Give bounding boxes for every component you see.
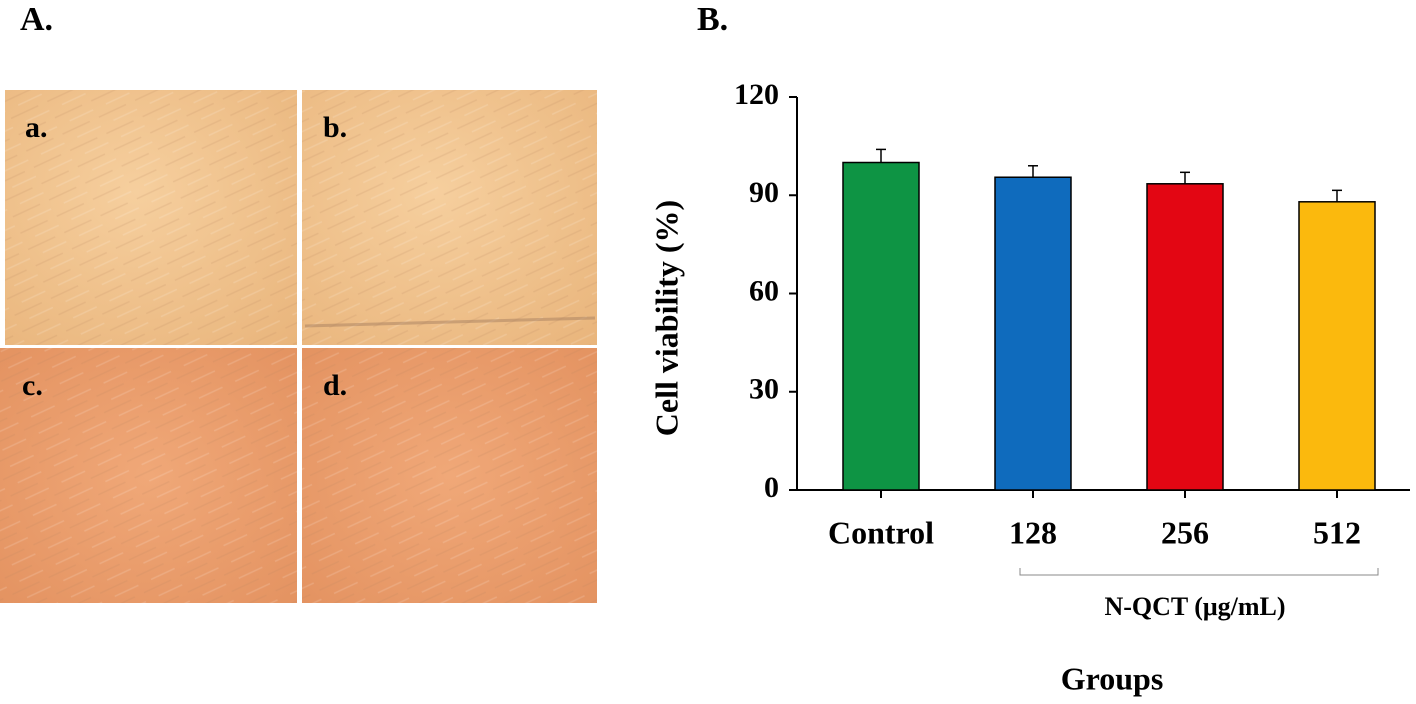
micrograph: d.: [302, 348, 597, 603]
group-bracket: [1019, 568, 1379, 576]
panel-label: A.: [20, 1, 53, 38]
x-tick-label: 128: [1009, 514, 1057, 550]
group-label: N-QCT (μg/mL): [1104, 592, 1285, 621]
bar: [842, 161, 920, 491]
image-label: a.: [25, 111, 48, 144]
y-tick-label: 120: [734, 78, 779, 111]
x-tick-label: Control: [828, 514, 934, 550]
x-tick-label: 256: [1161, 514, 1209, 550]
bar: [1146, 183, 1224, 491]
x-axis-title: Groups: [1061, 660, 1164, 696]
panel-label: B.: [697, 1, 728, 38]
micrograph: b.: [302, 90, 597, 345]
image-label: b.: [323, 111, 347, 144]
y-tick-label: 0: [764, 471, 779, 504]
micrograph: c.: [0, 348, 297, 603]
y-tick-label: 60: [749, 274, 779, 307]
image-label: c.: [22, 369, 43, 402]
y-tick-label: 90: [749, 176, 779, 209]
y-tick-label: 30: [749, 373, 779, 406]
bar: [994, 176, 1072, 491]
y-axis-title: Cell viability (%): [648, 200, 684, 436]
x-tick-label: 512: [1313, 514, 1361, 550]
bar: [1298, 201, 1376, 491]
micrograph: a.: [5, 90, 297, 345]
image-label: d.: [323, 369, 347, 402]
